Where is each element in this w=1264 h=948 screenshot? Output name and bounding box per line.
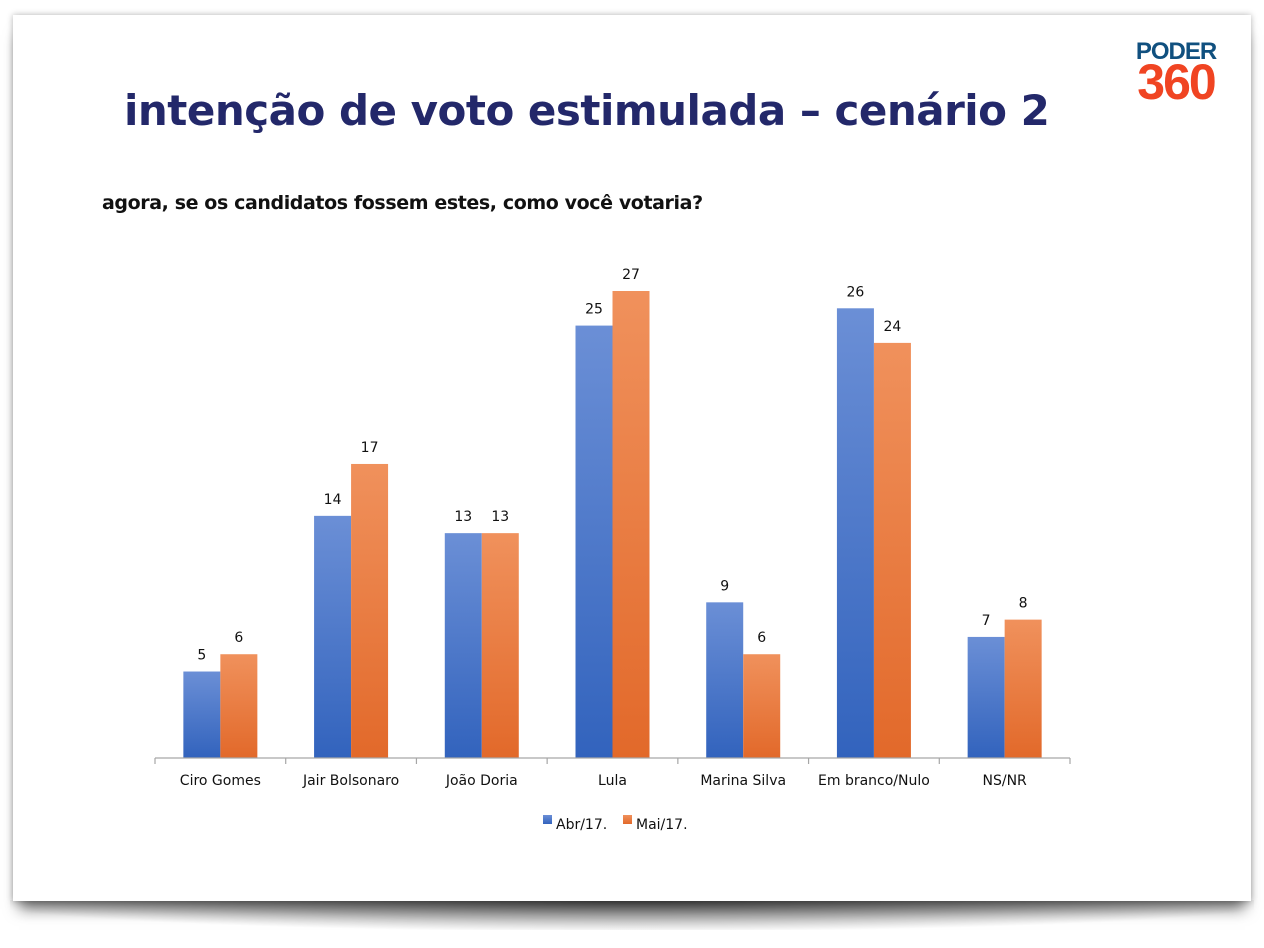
category-label: Em branco/Nulo bbox=[818, 773, 930, 789]
bar-2-2 bbox=[481, 533, 519, 758]
data-label: 13 bbox=[454, 509, 472, 525]
bar-1-0 bbox=[183, 671, 221, 758]
data-label: 7 bbox=[982, 613, 991, 629]
data-label: 13 bbox=[491, 509, 509, 525]
data-label: 5 bbox=[197, 648, 206, 664]
legend-swatch-2 bbox=[623, 815, 632, 824]
data-label: 25 bbox=[585, 302, 603, 318]
data-label: 8 bbox=[1019, 596, 1028, 612]
poder360-logo: PODER 360 bbox=[1120, 38, 1232, 110]
legend-swatch-1 bbox=[543, 815, 552, 824]
bars-group bbox=[183, 291, 1042, 758]
x-axis bbox=[154, 757, 1071, 764]
data-label: 9 bbox=[720, 578, 729, 594]
logo-text-top: PODER bbox=[1135, 38, 1217, 65]
page-title: intenção de voto estimulada – cenário 2 bbox=[124, 86, 1050, 135]
category-label: Jair Bolsonaro bbox=[302, 773, 399, 789]
bar-2-3 bbox=[612, 291, 650, 758]
bar-2-4 bbox=[743, 654, 781, 758]
category-label: NS/NR bbox=[983, 773, 1028, 789]
bar-1-4 bbox=[706, 602, 744, 758]
category-label: Marina Silva bbox=[700, 773, 786, 789]
bar-2-0 bbox=[220, 654, 258, 758]
bar-1-6 bbox=[967, 636, 1005, 758]
legend: Abr/17. Mai/17. bbox=[543, 815, 688, 833]
legend-label-1: Abr/17. bbox=[556, 817, 607, 833]
data-label: 24 bbox=[884, 319, 902, 335]
chart-question: agora, se os candidatos fossem estes, co… bbox=[102, 192, 703, 214]
bar-2-5 bbox=[873, 342, 911, 758]
bar-1-5 bbox=[836, 308, 874, 758]
bar-1-3 bbox=[575, 325, 613, 758]
data-label: 26 bbox=[847, 284, 865, 300]
data-label: 17 bbox=[361, 440, 379, 456]
slide-shadow bbox=[10, 900, 1254, 930]
bar-2-1 bbox=[351, 463, 389, 758]
logo-text-bottom: 360 bbox=[1137, 54, 1216, 110]
data-label: 14 bbox=[324, 492, 342, 508]
data-label: 27 bbox=[622, 267, 640, 283]
category-label: Lula bbox=[598, 773, 627, 789]
data-label: 6 bbox=[757, 630, 766, 646]
legend-label-2: Mai/17. bbox=[636, 817, 688, 833]
category-label: João Doria bbox=[445, 773, 518, 789]
labels-group: 5 6 Ciro Gomes 14 17 Jair Bolsonaro 13 13 João D… bbox=[180, 267, 1028, 789]
bar-2-6 bbox=[1004, 619, 1042, 758]
category-label: Ciro Gomes bbox=[180, 773, 261, 789]
bar-1-2 bbox=[444, 533, 482, 758]
data-label: 6 bbox=[234, 630, 243, 646]
bar-1-1 bbox=[314, 515, 352, 758]
